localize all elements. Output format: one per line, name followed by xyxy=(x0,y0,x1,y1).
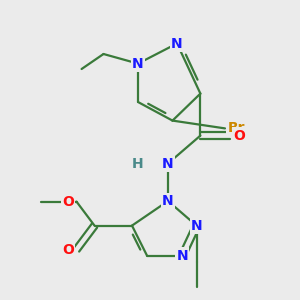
Text: Br: Br xyxy=(227,122,245,135)
Text: N: N xyxy=(132,57,144,70)
Text: N: N xyxy=(162,194,174,208)
Text: N: N xyxy=(171,37,183,50)
Text: H: H xyxy=(132,157,144,170)
Text: O: O xyxy=(62,195,74,208)
Text: O: O xyxy=(62,243,74,256)
Text: N: N xyxy=(162,157,174,170)
Text: N: N xyxy=(191,219,202,232)
Text: O: O xyxy=(233,129,245,142)
Text: N: N xyxy=(177,249,188,262)
